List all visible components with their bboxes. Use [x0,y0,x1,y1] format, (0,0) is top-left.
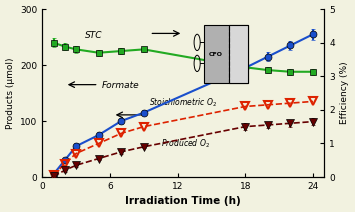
Y-axis label: Products (μmol): Products (μmol) [6,57,15,129]
X-axis label: Irradiation Time (h): Irradiation Time (h) [125,197,241,206]
Y-axis label: Efficiency (%): Efficiency (%) [340,62,349,124]
Text: CFO: CFO [209,52,223,57]
Bar [204,25,248,83]
Text: Formate: Formate [102,81,139,90]
Text: Stoichiometric $O_2$: Stoichiometric $O_2$ [149,97,218,109]
Text: STC: STC [84,31,102,40]
Text: Produced $O_2$: Produced $O_2$ [161,137,210,150]
Bar [229,25,248,83]
